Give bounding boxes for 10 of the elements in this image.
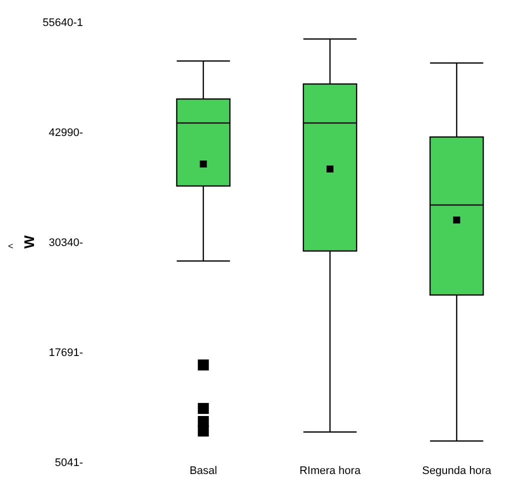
x-tick-label: RImera hora <box>299 465 362 477</box>
x-tick-label: Basal <box>190 465 218 477</box>
text: < <box>8 241 14 251</box>
y-tick-label: 42990- <box>48 126 84 139</box>
y-tick-label: 55640-1 <box>42 16 83 29</box>
y-axis-title: W <box>21 234 38 249</box>
y-tick-label: 30340- <box>48 236 84 249</box>
x-tick-label: Segunda hora <box>422 465 492 477</box>
y-tick-label: 5041- <box>54 456 84 469</box>
y-tick-label: 17691- <box>48 346 84 359</box>
